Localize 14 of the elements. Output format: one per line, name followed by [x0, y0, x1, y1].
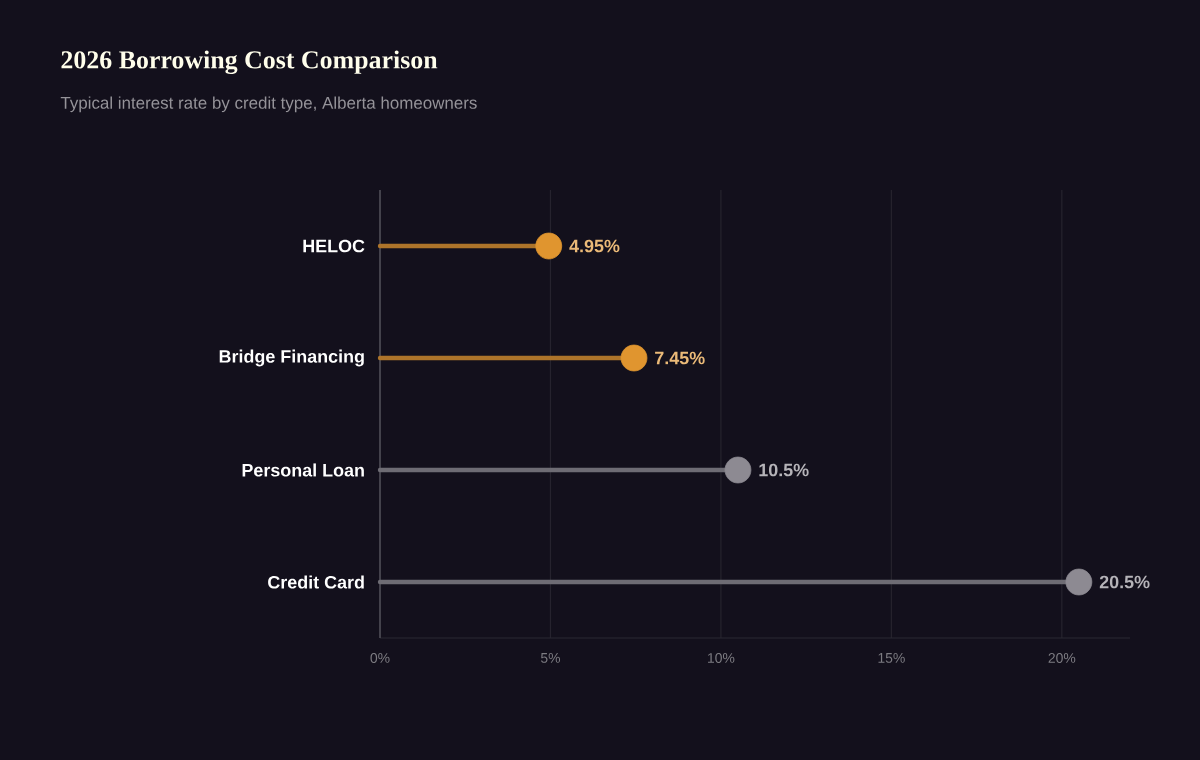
data-label: 7.45%: [655, 351, 705, 365]
point: [535, 232, 563, 260]
point: [620, 344, 648, 372]
y-tick-label: Bridge Financing: [219, 349, 364, 367]
y-tick-label: Credit Card: [268, 575, 364, 589]
chart-title: 2026 Borrowing Cost Comparison: [61, 50, 438, 75]
y-tick-label: HELOC: [303, 239, 365, 253]
point: [724, 456, 752, 484]
data-label: 4.95%: [569, 239, 620, 253]
chart-subtitle: Typical interest rate by credit type, Alberta homeowners: [60, 96, 477, 113]
y-tick-label: Personal Loan: [242, 463, 364, 477]
data-label: 20.5%: [1099, 575, 1150, 589]
point: [1065, 568, 1093, 596]
data-label: 10.5%: [759, 463, 809, 477]
